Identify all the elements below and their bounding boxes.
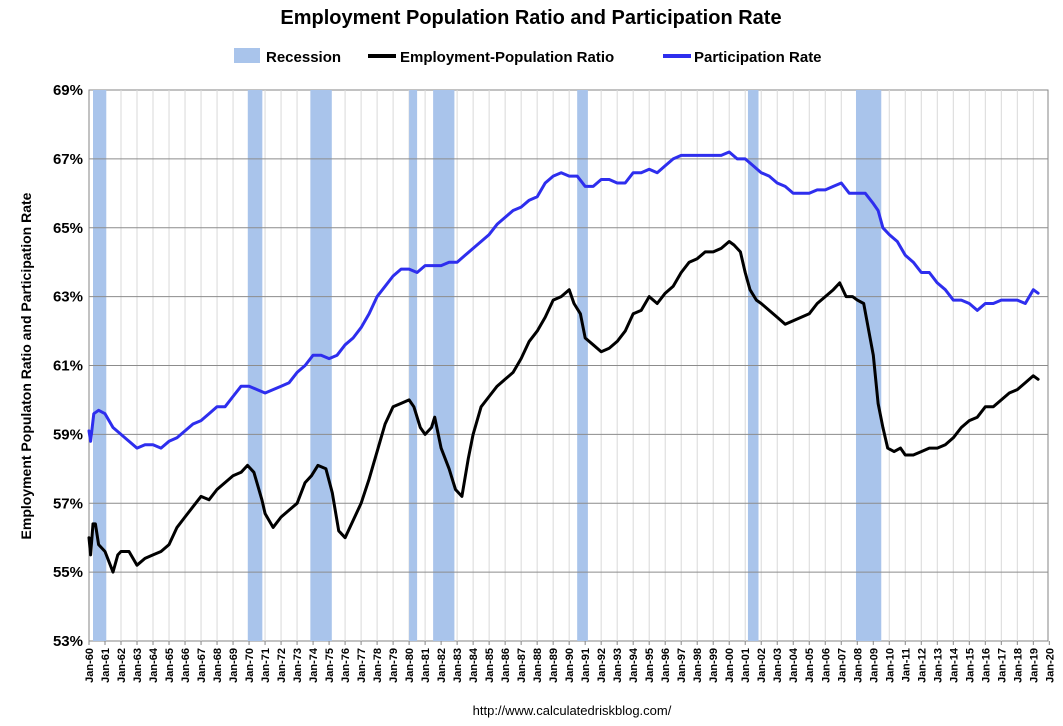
- x-tick-label: Jan-69: [228, 648, 240, 683]
- x-tick-label: Jan-81: [420, 648, 432, 683]
- x-tick-label: Jan-92: [596, 648, 608, 683]
- legend-participation-label: Participation Rate: [694, 49, 822, 66]
- x-tick-label: Jan-72: [276, 648, 288, 683]
- horizontal-gridlines: [89, 158, 1048, 573]
- x-tick-label: Jan-84: [468, 647, 480, 683]
- plot-area: [87, 89, 1049, 642]
- x-tick-label: Jan-86: [500, 648, 512, 683]
- x-tick-label: Jan-16: [980, 648, 992, 683]
- x-tick-label: Jan-18: [1012, 648, 1024, 683]
- x-tick-label: Jan-75: [324, 648, 336, 683]
- x-axis-ticks: Jan-60 Jan-61 Jan-62 Jan-63 Jan-64 Jan-65 Jan-…: [84, 641, 1056, 683]
- x-tick-label: Jan-14: [948, 647, 960, 683]
- x-tick-label: Jan-65: [164, 648, 176, 683]
- x-tick-label: Jan-11: [900, 648, 912, 682]
- y-tick-label: 67%: [53, 151, 83, 168]
- y-tick-label: 65%: [53, 220, 83, 237]
- x-tick-label: Jan-20: [1044, 648, 1056, 683]
- x-tick-label: Jan-74: [308, 647, 320, 683]
- x-tick-label: Jan-99: [708, 648, 720, 683]
- x-tick-label: Jan-89: [548, 648, 560, 683]
- x-tick-label: Jan-76: [340, 648, 352, 683]
- x-tick-label: Jan-61: [100, 648, 112, 683]
- x-tick-label: Jan-15: [964, 648, 976, 683]
- x-tick-label: Jan-87: [516, 648, 528, 683]
- y-tick-label: 63%: [53, 289, 83, 306]
- legend-recession-swatch: [234, 48, 260, 63]
- x-tick-label: Jan-98: [692, 648, 704, 683]
- x-tick-label: Jan-94: [628, 647, 640, 683]
- source-url: http://www.calculatedriskblog.com/: [473, 703, 672, 718]
- x-tick-label: Jan-82: [436, 648, 448, 683]
- x-tick-label: Jan-60: [84, 648, 96, 683]
- y-tick-label: 61%: [53, 358, 83, 375]
- x-tick-label: Jan-93: [612, 648, 624, 683]
- x-tick-label: Jan-71: [260, 648, 272, 683]
- x-tick-label: Jan-64: [148, 647, 160, 683]
- x-tick-label: Jan-13: [932, 648, 944, 683]
- x-tick-label: Jan-79: [388, 648, 400, 683]
- x-tick-label: Jan-91: [580, 648, 592, 683]
- x-tick-label: Jan-90: [564, 648, 576, 683]
- x-tick-label: Jan-05: [804, 648, 816, 683]
- y-axis-ticks: 53% 55% 57% 59% 61% 63% 65% 67% 69%: [53, 82, 83, 650]
- x-tick-label: Jan-04: [788, 647, 800, 683]
- x-tick-label: Jan-02: [756, 648, 768, 683]
- x-tick-label: Jan-68: [212, 648, 224, 683]
- legend-epop-label: Employment-Population Ratio: [400, 49, 614, 66]
- chart-title: Employment Population Ratio and Particip…: [280, 7, 781, 29]
- x-tick-label: Jan-63: [132, 648, 144, 683]
- x-tick-label: Jan-80: [404, 648, 416, 683]
- x-tick-label: Jan-01: [740, 648, 752, 683]
- x-tick-label: Jan-17: [996, 648, 1008, 683]
- x-tick-label: Jan-62: [116, 648, 128, 683]
- x-tick-label: Jan-03: [772, 648, 784, 683]
- x-tick-label: Jan-66: [180, 648, 192, 683]
- y-tick-label: 57%: [53, 495, 83, 512]
- y-tick-label: 53%: [53, 633, 83, 650]
- x-tick-label: Jan-83: [452, 648, 464, 683]
- y-tick-label: 59%: [53, 426, 83, 443]
- x-tick-label: Jan-70: [244, 648, 256, 683]
- x-tick-label: Jan-95: [644, 648, 656, 683]
- x-tick-label: Jan-96: [660, 648, 672, 683]
- participation-rate-line: [87, 150, 1040, 450]
- y-tick-label: 69%: [53, 82, 83, 99]
- x-tick-label: Jan-77: [356, 648, 368, 683]
- x-tick-label: Jan-73: [292, 648, 304, 683]
- x-tick-label: Jan-09: [868, 648, 880, 683]
- x-tick-label: Jan-78: [372, 648, 384, 683]
- x-tick-label: Jan-10: [884, 648, 896, 683]
- x-tick-label: Jan-07: [836, 648, 848, 683]
- y-axis-label: Employment Populaton Ratio and Participa…: [18, 192, 34, 539]
- x-tick-label: Jan-19: [1028, 648, 1040, 683]
- x-tick-label: Jan-88: [532, 648, 544, 683]
- x-tick-label: Jan-00: [724, 648, 736, 683]
- x-tick-label: Jan-67: [196, 648, 208, 683]
- x-tick-label: Jan-06: [820, 648, 832, 683]
- x-tick-label: Jan-97: [676, 648, 688, 683]
- x-tick-label: Jan-85: [484, 648, 496, 683]
- employment-population-ratio-line: [87, 240, 1040, 574]
- x-tick-label: Jan-08: [852, 648, 864, 683]
- series-lines: [87, 150, 1040, 574]
- legend: Recession Employment-Population Ratio Pa…: [234, 48, 822, 66]
- legend-recession-label: Recession: [266, 49, 341, 66]
- x-tick-label: Jan-12: [916, 648, 928, 683]
- y-tick-label: 55%: [53, 564, 83, 581]
